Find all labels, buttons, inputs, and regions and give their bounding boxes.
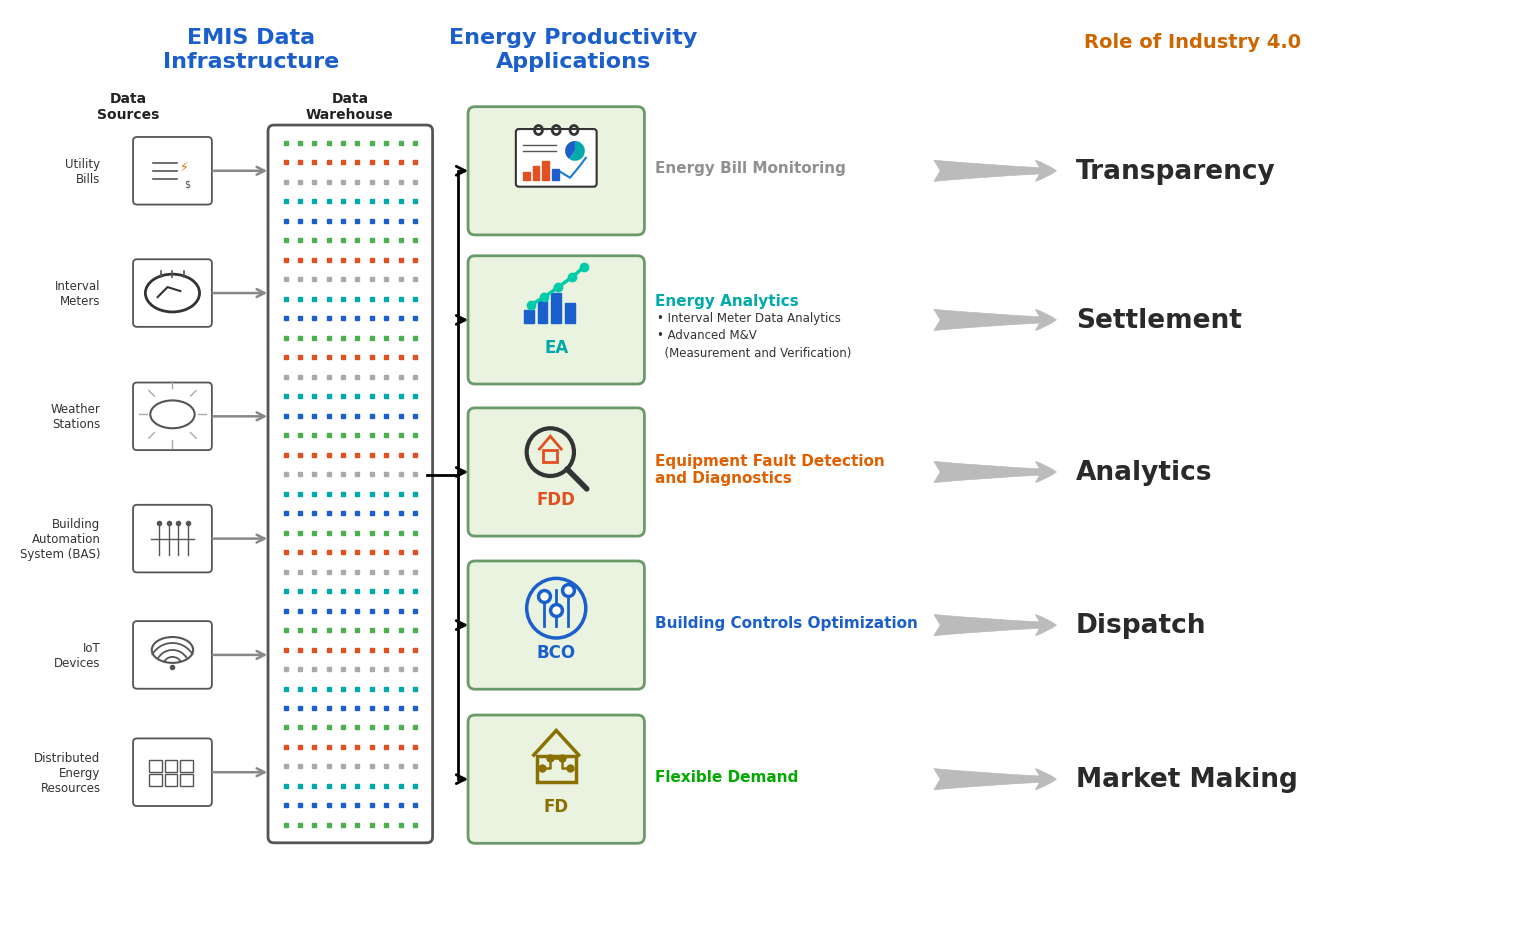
Text: Equipment Fault Detection
and Diagnostics: Equipment Fault Detection and Diagnostic…: [655, 453, 885, 486]
Text: EA: EA: [545, 338, 569, 357]
Wedge shape: [569, 142, 584, 161]
Text: Interval
Meters: Interval Meters: [55, 279, 101, 308]
Text: Weather
Stations: Weather Stations: [51, 403, 101, 430]
Text: Role of Industry 4.0: Role of Industry 4.0: [1083, 32, 1301, 52]
Bar: [181, 761, 193, 772]
Text: Energy Bill Monitoring: Energy Bill Monitoring: [655, 161, 847, 177]
Text: Flexible Demand: Flexible Demand: [655, 768, 799, 784]
FancyBboxPatch shape: [133, 260, 212, 328]
Text: Settlement: Settlement: [1075, 308, 1243, 333]
Bar: [551, 294, 561, 324]
Text: BCO: BCO: [537, 643, 575, 661]
FancyBboxPatch shape: [133, 505, 212, 573]
Bar: [164, 774, 178, 786]
FancyBboxPatch shape: [468, 409, 644, 536]
FancyBboxPatch shape: [268, 126, 433, 843]
Text: Data
Warehouse: Data Warehouse: [305, 92, 394, 122]
Text: FDD: FDD: [537, 490, 575, 508]
Bar: [181, 774, 193, 786]
FancyBboxPatch shape: [468, 108, 644, 236]
Bar: [543, 161, 549, 180]
Bar: [149, 774, 161, 786]
Bar: [543, 450, 557, 463]
Bar: [149, 761, 161, 772]
Text: Energy Productivity
Applications: Energy Productivity Applications: [449, 27, 698, 73]
FancyBboxPatch shape: [468, 716, 644, 843]
Text: Dispatch: Dispatch: [1075, 613, 1207, 638]
Text: Energy Analytics: Energy Analytics: [655, 294, 799, 308]
FancyBboxPatch shape: [133, 738, 212, 806]
Text: Data
Sources: Data Sources: [97, 92, 160, 122]
Bar: [164, 761, 178, 772]
FancyBboxPatch shape: [515, 130, 597, 188]
Text: Transparency: Transparency: [1075, 159, 1276, 185]
Bar: [552, 170, 560, 180]
Text: FD: FD: [543, 797, 569, 816]
Bar: [523, 311, 534, 324]
Text: Utility
Bills: Utility Bills: [66, 158, 101, 186]
Bar: [523, 173, 529, 180]
FancyBboxPatch shape: [133, 138, 212, 206]
Text: IoT
Devices: IoT Devices: [54, 641, 101, 669]
Bar: [537, 302, 548, 324]
FancyBboxPatch shape: [468, 257, 644, 384]
FancyBboxPatch shape: [133, 621, 212, 689]
Text: $: $: [184, 179, 190, 190]
Text: Distributed
Energy
Resources: Distributed Energy Resources: [34, 750, 101, 794]
FancyBboxPatch shape: [468, 562, 644, 689]
Text: • Interval Meter Data Analytics
• Advanced M&V
  (Measurement and Verification): • Interval Meter Data Analytics • Advanc…: [657, 312, 851, 360]
Text: ⚡: ⚡: [179, 160, 189, 173]
FancyBboxPatch shape: [133, 383, 212, 450]
Text: EMIS Data
Infrastructure: EMIS Data Infrastructure: [163, 27, 339, 73]
Text: Building
Automation
System (BAS): Building Automation System (BAS): [20, 517, 101, 561]
Bar: [537, 756, 575, 783]
Bar: [565, 304, 575, 324]
Text: Market Making: Market Making: [1075, 767, 1298, 792]
Bar: [532, 167, 540, 180]
Wedge shape: [565, 142, 575, 160]
Text: Building Controls Optimization: Building Controls Optimization: [655, 615, 919, 630]
Text: Analytics: Analytics: [1075, 460, 1212, 485]
